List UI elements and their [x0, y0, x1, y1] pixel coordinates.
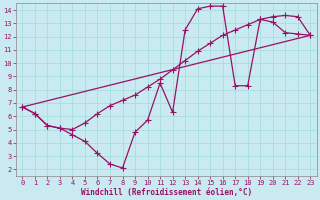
X-axis label: Windchill (Refroidissement éolien,°C): Windchill (Refroidissement éolien,°C) [81, 188, 252, 197]
